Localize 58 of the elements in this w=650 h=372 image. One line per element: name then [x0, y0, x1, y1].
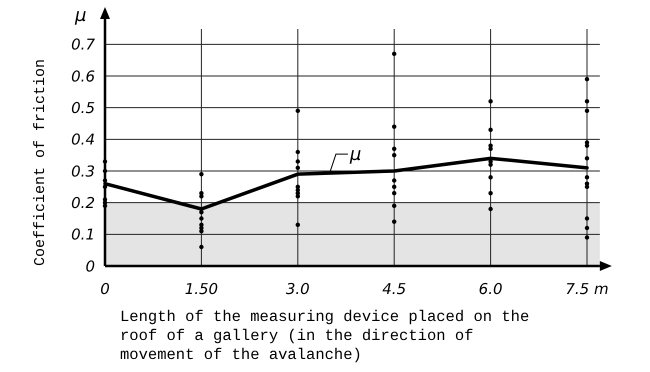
- y-tick-label: 0: [85, 257, 95, 276]
- point: [584, 216, 590, 221]
- point: [296, 166, 300, 170]
- y-tick-label: 0.7: [71, 36, 96, 54]
- point: [488, 190, 493, 196]
- point: [392, 184, 396, 190]
- point: [392, 146, 396, 152]
- x-tick-label: 6.0: [478, 280, 503, 298]
- point: [199, 216, 204, 221]
- point: [488, 206, 493, 212]
- y-tick-label: 0.6: [71, 67, 95, 86]
- point: [392, 204, 396, 208]
- y-tick-label: 0.1: [71, 226, 95, 244]
- point: [102, 184, 108, 190]
- point: [392, 190, 396, 196]
- point: [199, 172, 204, 176]
- point: [584, 175, 590, 180]
- legend-label: μ: [348, 144, 362, 166]
- point: [584, 226, 590, 230]
- point: [488, 128, 493, 132]
- point: [584, 235, 590, 240]
- point: [392, 52, 396, 56]
- point: [584, 99, 590, 104]
- point: [199, 244, 204, 250]
- point: [584, 156, 590, 161]
- point: [199, 210, 204, 214]
- x-tick-label: 1.50: [184, 280, 218, 298]
- point: [102, 168, 108, 174]
- point: [102, 178, 108, 183]
- point: [296, 222, 300, 228]
- point: [199, 194, 204, 199]
- y-tick-label: 0.5: [71, 98, 95, 117]
- point: [296, 159, 300, 164]
- point: [488, 99, 493, 104]
- point: [488, 175, 493, 180]
- point: [102, 159, 108, 164]
- point: [392, 178, 396, 183]
- x-tick-label: 7.5 m: [565, 280, 609, 298]
- point: [296, 150, 300, 154]
- x-axis-title: Length of the measuring device placed on the roof of a gallery (in the direction of movement of the avalanche): [120, 308, 530, 364]
- x-tick-label: 0: [100, 280, 110, 298]
- point: [584, 76, 590, 82]
- y-tick-label: 0.2: [71, 194, 95, 212]
- y-axis-title: Coefficient of friction: [32, 58, 49, 266]
- point: [296, 108, 300, 114]
- point: [392, 219, 396, 224]
- point: [584, 108, 590, 114]
- point: [102, 204, 108, 208]
- point: [392, 152, 396, 158]
- text: μ: [74, 5, 86, 26]
- point: [392, 124, 396, 129]
- y-tick-label: 0.3: [71, 162, 95, 180]
- point: [584, 184, 590, 190]
- point: [488, 146, 493, 152]
- x-tick-label: 3.0: [286, 280, 310, 298]
- y-tick-label: 0.4: [71, 130, 95, 149]
- x-tick-label: 4.5: [382, 280, 406, 298]
- point: [296, 194, 300, 199]
